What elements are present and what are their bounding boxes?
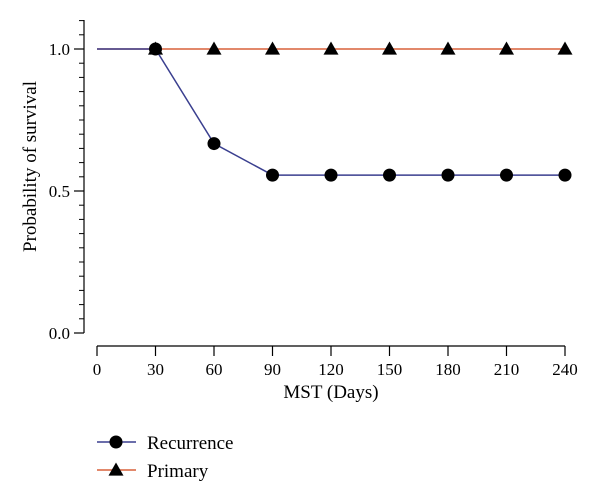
- legend-item-recurrence: Recurrence: [97, 433, 234, 454]
- x-tick-label: 60: [206, 360, 223, 379]
- y-tick-label: 0.5: [49, 182, 70, 201]
- data-point: [149, 42, 162, 56]
- y-axis: 0.0 0.5 1.0: [49, 20, 85, 343]
- data-point: [324, 168, 338, 182]
- y-tick-label: 1.0: [49, 40, 70, 59]
- data-point: [323, 41, 339, 55]
- x-tick-label: 30: [147, 360, 164, 379]
- x-tick-label: 120: [318, 360, 344, 379]
- data-point: [500, 168, 513, 182]
- data-point: [206, 41, 222, 55]
- series-recurrence: [97, 42, 572, 182]
- data-point: [441, 168, 455, 182]
- legend: Recurrence Primary: [97, 433, 234, 482]
- data-point: [557, 41, 573, 55]
- x-tick-label: 210: [494, 360, 520, 379]
- data-point: [499, 41, 514, 55]
- series-layer: [97, 41, 573, 182]
- data-point: [266, 168, 279, 182]
- x-tick-label: 150: [377, 360, 403, 379]
- x-tick-label: 90: [264, 360, 281, 379]
- legend-item-primary: Primary: [97, 461, 209, 482]
- data-point: [440, 41, 456, 55]
- x-axis-title: MST (Days): [283, 382, 378, 403]
- data-point: [383, 168, 396, 182]
- x-tick-label: 240: [552, 360, 578, 379]
- y-tick-label: 0.0: [49, 324, 70, 343]
- y-axis-minor-ticks: [79, 20, 84, 320]
- data-point: [207, 137, 221, 151]
- series-primary: [97, 41, 573, 55]
- data-point: [558, 168, 572, 182]
- data-point: [382, 41, 397, 55]
- legend-marker: [109, 435, 123, 449]
- y-axis-title: Probability of survival: [20, 81, 41, 252]
- legend-label: Recurrence: [147, 433, 234, 454]
- legend-label: Primary: [147, 461, 209, 482]
- x-tick-label: 0: [93, 360, 102, 379]
- x-tick-label: 180: [435, 360, 461, 379]
- x-axis: 0 30 60 90 120 150 180 210 240: [93, 345, 578, 379]
- legend-marker: [108, 462, 124, 476]
- series-line: [97, 48, 565, 176]
- data-point: [265, 41, 280, 55]
